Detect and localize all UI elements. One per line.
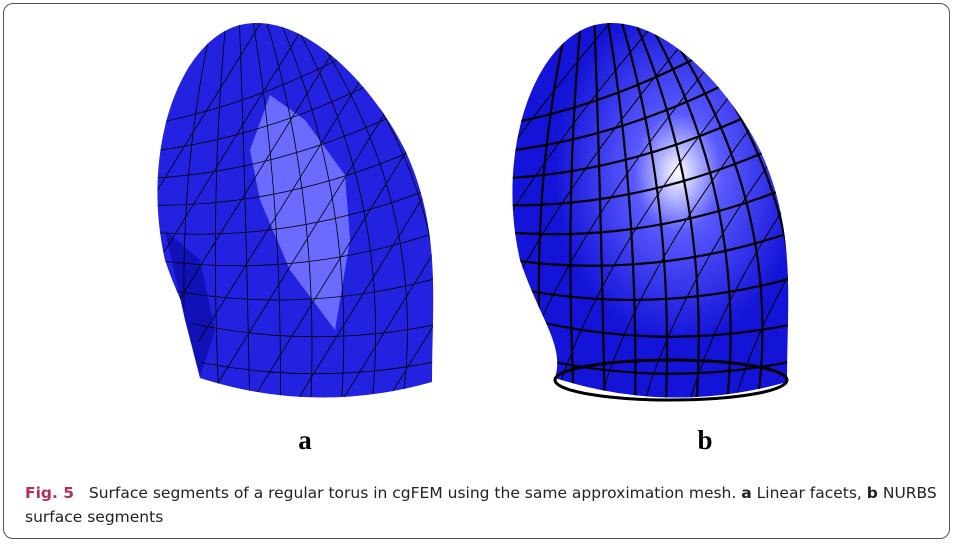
caption-part-label: a [741,484,751,502]
mesh-diagonal [820,0,955,420]
figure-art: a b [0,0,955,470]
panel-label: b [697,425,712,455]
mesh-diagonal [0,0,185,420]
panel-label: a [298,425,312,455]
mesh-diagonal [0,0,140,420]
caption-text: Surface segments of a regular torus in c… [89,484,736,502]
page: a b Fig. 5 Surface segments of a regular… [0,0,955,545]
caption: Fig. 5 Surface segments of a regular tor… [25,481,945,529]
caption-part-label: b [867,484,878,502]
mesh-diagonal [775,0,955,420]
caption-label: Fig. 5 [25,484,74,502]
caption-part-text: Linear facets, [757,484,862,502]
